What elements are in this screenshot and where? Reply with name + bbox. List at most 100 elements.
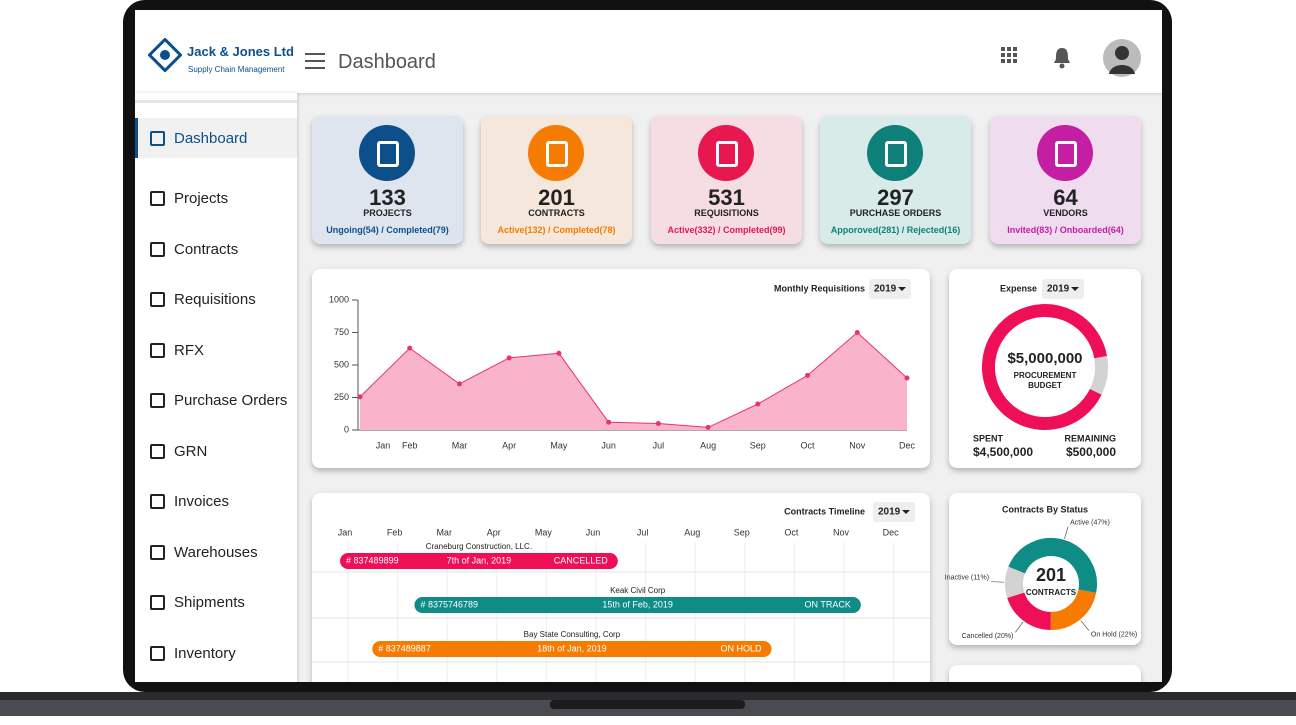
contract-company: Bay State Consulting, Corp [524, 630, 621, 639]
nav-label: Warehouses [174, 544, 258, 561]
chart-title: Contracts By Status [1002, 504, 1088, 514]
nav-item[interactable]: Projects [135, 178, 297, 218]
legend-name: REMAINING [1065, 433, 1117, 443]
nav-label: Shipments [174, 594, 245, 611]
month-label: Oct [784, 527, 799, 537]
nav-icon [150, 292, 165, 307]
leader-line [1064, 527, 1068, 539]
nav-label: Purchase Orders [174, 392, 287, 409]
nav-item[interactable]: Invoices [135, 481, 297, 521]
stat-detail: Apporoved(281) / Rejected(16) [820, 225, 971, 235]
stat-label: VENDORS [990, 208, 1141, 218]
donut-center: $5,000,000 [1007, 350, 1082, 367]
nav-label: Requisitions [174, 291, 256, 308]
stat-detail: Active(332) / Completed(99) [651, 225, 802, 235]
stat-icon-glyph [546, 141, 568, 167]
chart-title: Expense [1000, 283, 1037, 293]
stat-icon-glyph [716, 141, 738, 167]
contract-company: Craneburg Construction, LLC. [426, 542, 532, 551]
contract-status: CANCELLED [554, 555, 609, 565]
month-label: Feb [387, 527, 403, 537]
stat-detail: Active(132) / Completed(78) [481, 225, 632, 235]
x-tick-label: Apr [502, 440, 516, 450]
nav-item[interactable]: Dashboard [135, 118, 297, 158]
point [507, 355, 512, 360]
contract-id: # 8375746789 [420, 599, 478, 609]
x-tick-label: Aug [700, 440, 716, 450]
y-tick-label: 1000 [329, 294, 349, 304]
month-label: Jan [338, 527, 353, 537]
month-label: Dec [883, 527, 900, 537]
month-label: Aug [684, 527, 700, 537]
point [457, 381, 462, 386]
x-tick-label: Mar [452, 440, 468, 450]
nav-icon [150, 646, 165, 661]
point [358, 394, 363, 399]
slice-label: Active (47%) [1070, 519, 1110, 526]
donut-segment [1016, 595, 1051, 621]
stat-icon [867, 125, 923, 181]
slice-label: Cancelled (20%) [962, 633, 1014, 640]
legend-name: SPENT [973, 433, 1004, 443]
nav-icon [150, 494, 165, 509]
stat-icon [1037, 125, 1093, 181]
point [805, 373, 810, 378]
stat-icon-glyph [1055, 141, 1077, 167]
nav-label: Projects [174, 190, 228, 207]
stat-detail: Ungoing(54) / Completed(79) [312, 225, 463, 235]
contract-date: 7th of Jan, 2019 [447, 555, 512, 565]
chart-title: Monthly Requisitions [774, 283, 865, 293]
donut-caption: CONTRACTS [1026, 588, 1077, 597]
year-select-value: 2019 [874, 284, 897, 295]
nav-item[interactable]: RFX [135, 330, 297, 370]
point [755, 402, 760, 407]
contract-id: # 837489899 [346, 555, 399, 565]
donut-center: 201 [1036, 565, 1066, 585]
nav-icon [150, 191, 165, 206]
nav-item[interactable]: Contracts [135, 229, 297, 269]
legend-value: $4,500,000 [973, 445, 1033, 459]
slice-label: Inactive (11%) [945, 575, 989, 582]
month-label: Mar [436, 527, 452, 537]
nav-item[interactable]: Inventory [135, 633, 297, 673]
x-tick-label: Nov [849, 440, 866, 450]
y-tick-label: 0 [344, 424, 349, 434]
point [606, 420, 611, 425]
y-tick-label: 500 [334, 359, 349, 369]
contract-status: ON TRACK [804, 599, 850, 609]
y-tick-label: 250 [334, 392, 349, 402]
contract-id: # 837489887 [378, 643, 431, 653]
leader-line [1015, 622, 1023, 632]
x-tick-label: Jul [653, 440, 665, 450]
x-tick-label: Dec [899, 440, 916, 450]
stat-icon [698, 125, 754, 181]
point [656, 421, 661, 426]
nav-item[interactable]: GRN [135, 431, 297, 471]
nav-label: Contracts [174, 241, 238, 258]
x-tick-label: Feb [402, 440, 418, 450]
donut-caption: PROCUREMENT BUDGET [1005, 371, 1085, 391]
notch [550, 700, 745, 709]
nav-item[interactable]: Purchase Orders [135, 380, 297, 420]
nav-item[interactable]: Shipments [135, 582, 297, 622]
timeline-title: Contracts Timeline [784, 506, 865, 516]
nav-icon [150, 545, 165, 560]
stat-icon [528, 125, 584, 181]
donut-segment [1014, 570, 1017, 595]
contract-date: 18th of Jan, 2019 [537, 643, 607, 653]
x-tick-label: Jan [376, 440, 391, 450]
contract-company: Keak Civil Corp [610, 586, 666, 595]
stat-label: PURCHASE ORDERS [820, 208, 971, 218]
nav-item[interactable]: Warehouses [135, 532, 297, 572]
nav-icon [150, 343, 165, 358]
nav-item[interactable]: Requisitions [135, 279, 297, 319]
month-label: Jun [586, 527, 601, 537]
point [855, 330, 860, 335]
